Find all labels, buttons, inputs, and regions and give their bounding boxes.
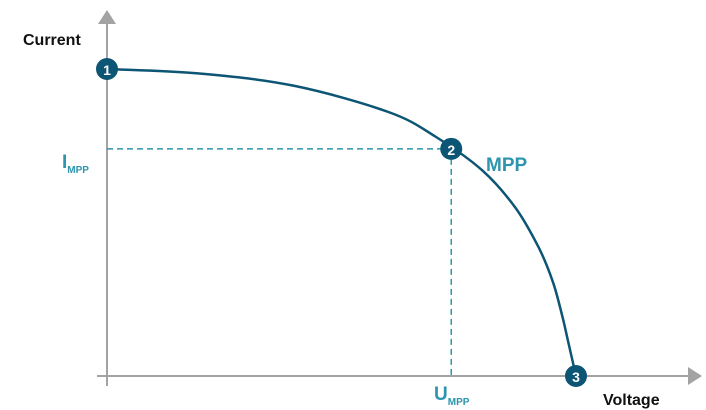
point-marker-3-label: 3	[572, 369, 580, 385]
point-marker-2-label: 2	[447, 142, 455, 158]
point-marker-1: 1	[96, 58, 118, 80]
point-marker-1-label: 1	[103, 62, 111, 78]
y-axis-title: Current	[23, 32, 81, 49]
u-mpp-label: UMPP	[434, 384, 470, 408]
mpp-label: MPP	[486, 155, 528, 176]
point-marker-3: 3	[565, 365, 587, 387]
x-axis-arrow	[688, 367, 702, 385]
y-axis-arrow	[98, 10, 116, 24]
point-marker-2: 2	[440, 137, 463, 160]
series-line	[106, 67, 578, 377]
i-mpp-label: IMPP	[62, 152, 89, 176]
point-marker-2-circle	[440, 137, 463, 160]
x-axis-title: Voltage	[603, 392, 660, 409]
point-marker-3-circle	[565, 365, 587, 387]
point-marker-1-circle	[96, 58, 118, 80]
